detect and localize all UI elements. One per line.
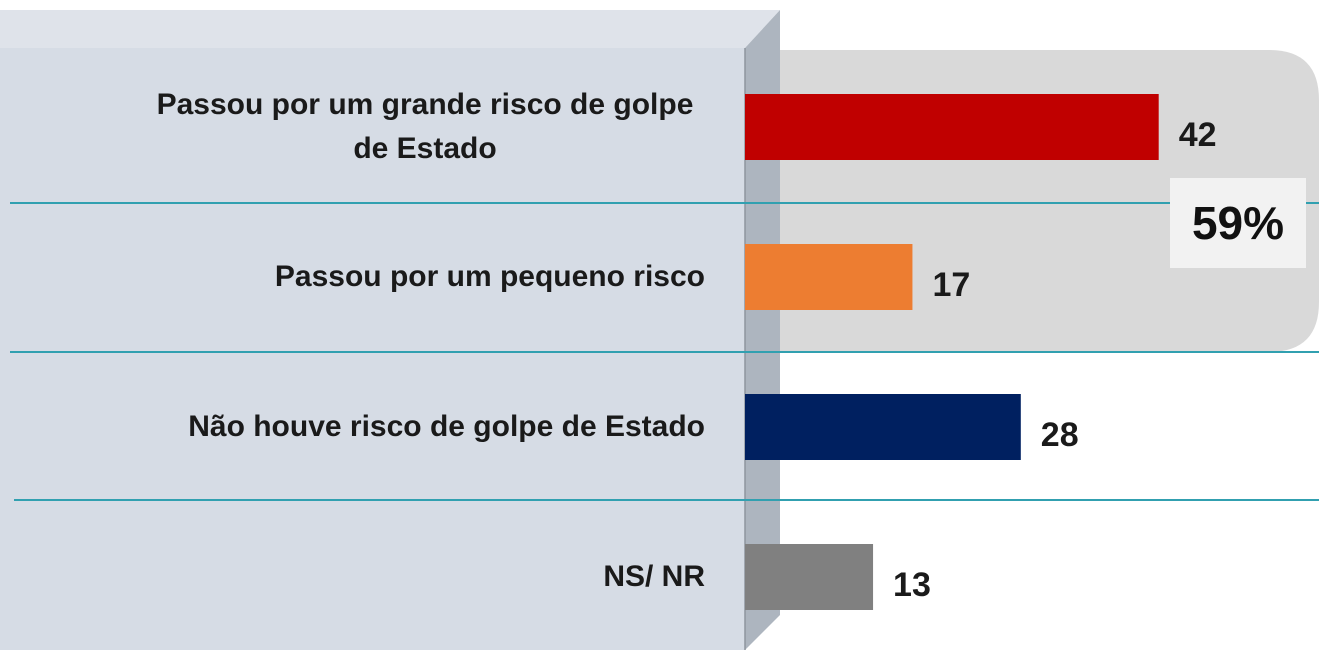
panel-top [0,10,780,48]
bar [745,94,1159,160]
label-panel [0,10,745,650]
bar [745,394,1021,460]
category-label: Passou por um grande risco de golpe de E… [156,88,694,165]
category-label: NS/ NR [603,560,705,593]
value-label: 42 [1178,116,1217,154]
category-row: Passou por um grande risco de golpe de E… [105,67,705,187]
value-label: 28 [1040,416,1079,454]
annotation: 59% [1170,178,1306,268]
category-row: Passou por um pequeno risco [105,217,705,337]
bar [745,544,874,610]
value-label: 17 [932,266,971,304]
category-row: NS/ NR [105,517,705,637]
category-label: Não houve risco de golpe de Estado [188,410,705,443]
value-label: 13 [893,566,931,604]
panel-wall [745,10,780,650]
category-label: Passou por um pequeno risco [274,260,705,293]
category-row: Não houve risco de golpe de Estado [105,367,705,487]
bar [745,244,913,310]
